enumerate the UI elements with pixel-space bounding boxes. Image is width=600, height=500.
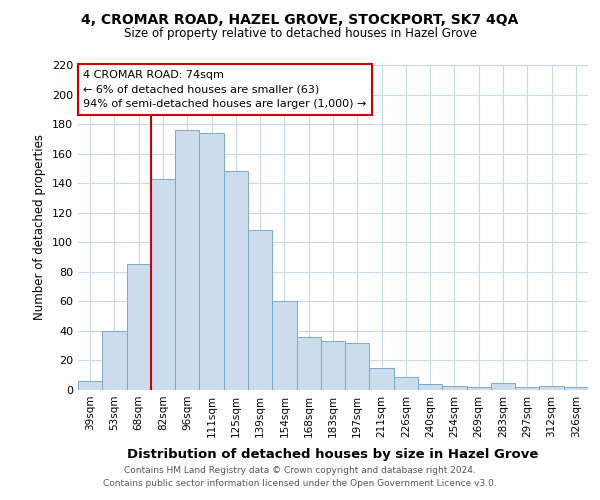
Bar (248, 230, 272, 390)
Bar (491, 382, 515, 390)
Bar (418, 384, 442, 390)
X-axis label: Distribution of detached houses by size in Hazel Grove: Distribution of detached houses by size … (127, 448, 539, 461)
Bar (345, 342, 370, 390)
Bar (564, 387, 588, 390)
Bar (370, 368, 394, 390)
Text: Contains HM Land Registry data © Crown copyright and database right 2024.
Contai: Contains HM Land Registry data © Crown c… (103, 466, 497, 487)
Text: 4 CROMAR ROAD: 74sqm
← 6% of detached houses are smaller (63)
94% of semi-detach: 4 CROMAR ROAD: 74sqm ← 6% of detached ho… (83, 70, 367, 110)
Bar (224, 172, 248, 390)
Bar (272, 302, 296, 390)
Bar (296, 337, 321, 390)
Bar (394, 376, 418, 390)
Bar (78, 381, 102, 390)
Bar (199, 133, 224, 390)
Bar (515, 387, 539, 390)
Bar (102, 331, 127, 390)
Y-axis label: Number of detached properties: Number of detached properties (34, 134, 46, 320)
Bar (467, 387, 491, 390)
Bar (321, 341, 345, 390)
Bar (539, 386, 564, 390)
Bar (151, 179, 175, 390)
Text: 4, CROMAR ROAD, HAZEL GROVE, STOCKPORT, SK7 4QA: 4, CROMAR ROAD, HAZEL GROVE, STOCKPORT, … (82, 12, 518, 26)
Text: Size of property relative to detached houses in Hazel Grove: Size of property relative to detached ho… (124, 28, 476, 40)
Bar (442, 386, 467, 390)
Bar (175, 130, 199, 390)
Bar (127, 264, 151, 390)
